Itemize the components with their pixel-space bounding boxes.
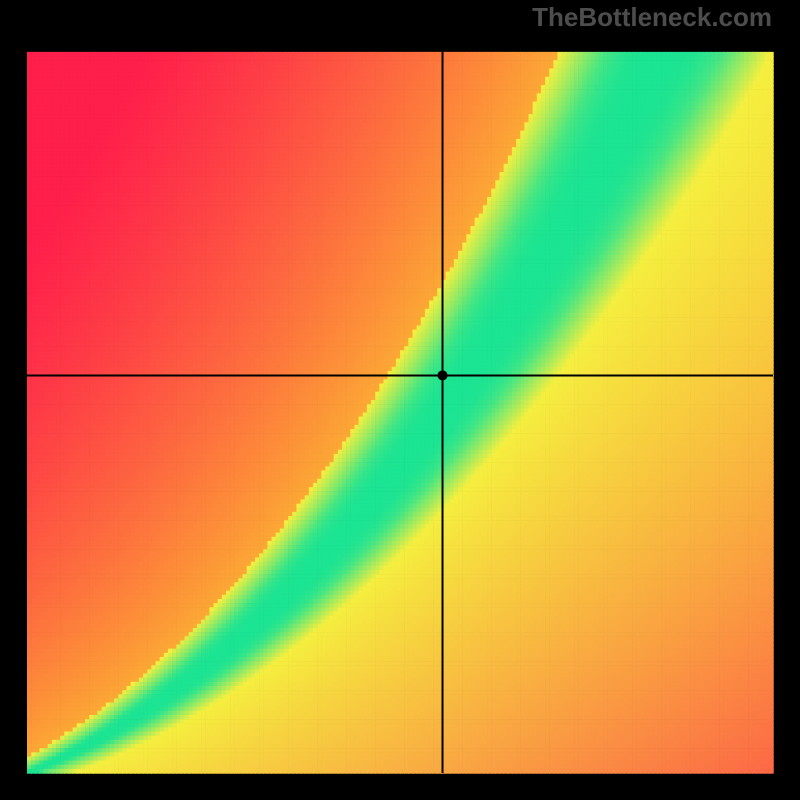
watermark-text: TheBottleneck.com [532, 2, 772, 33]
bottleneck-heatmap [0, 0, 800, 800]
